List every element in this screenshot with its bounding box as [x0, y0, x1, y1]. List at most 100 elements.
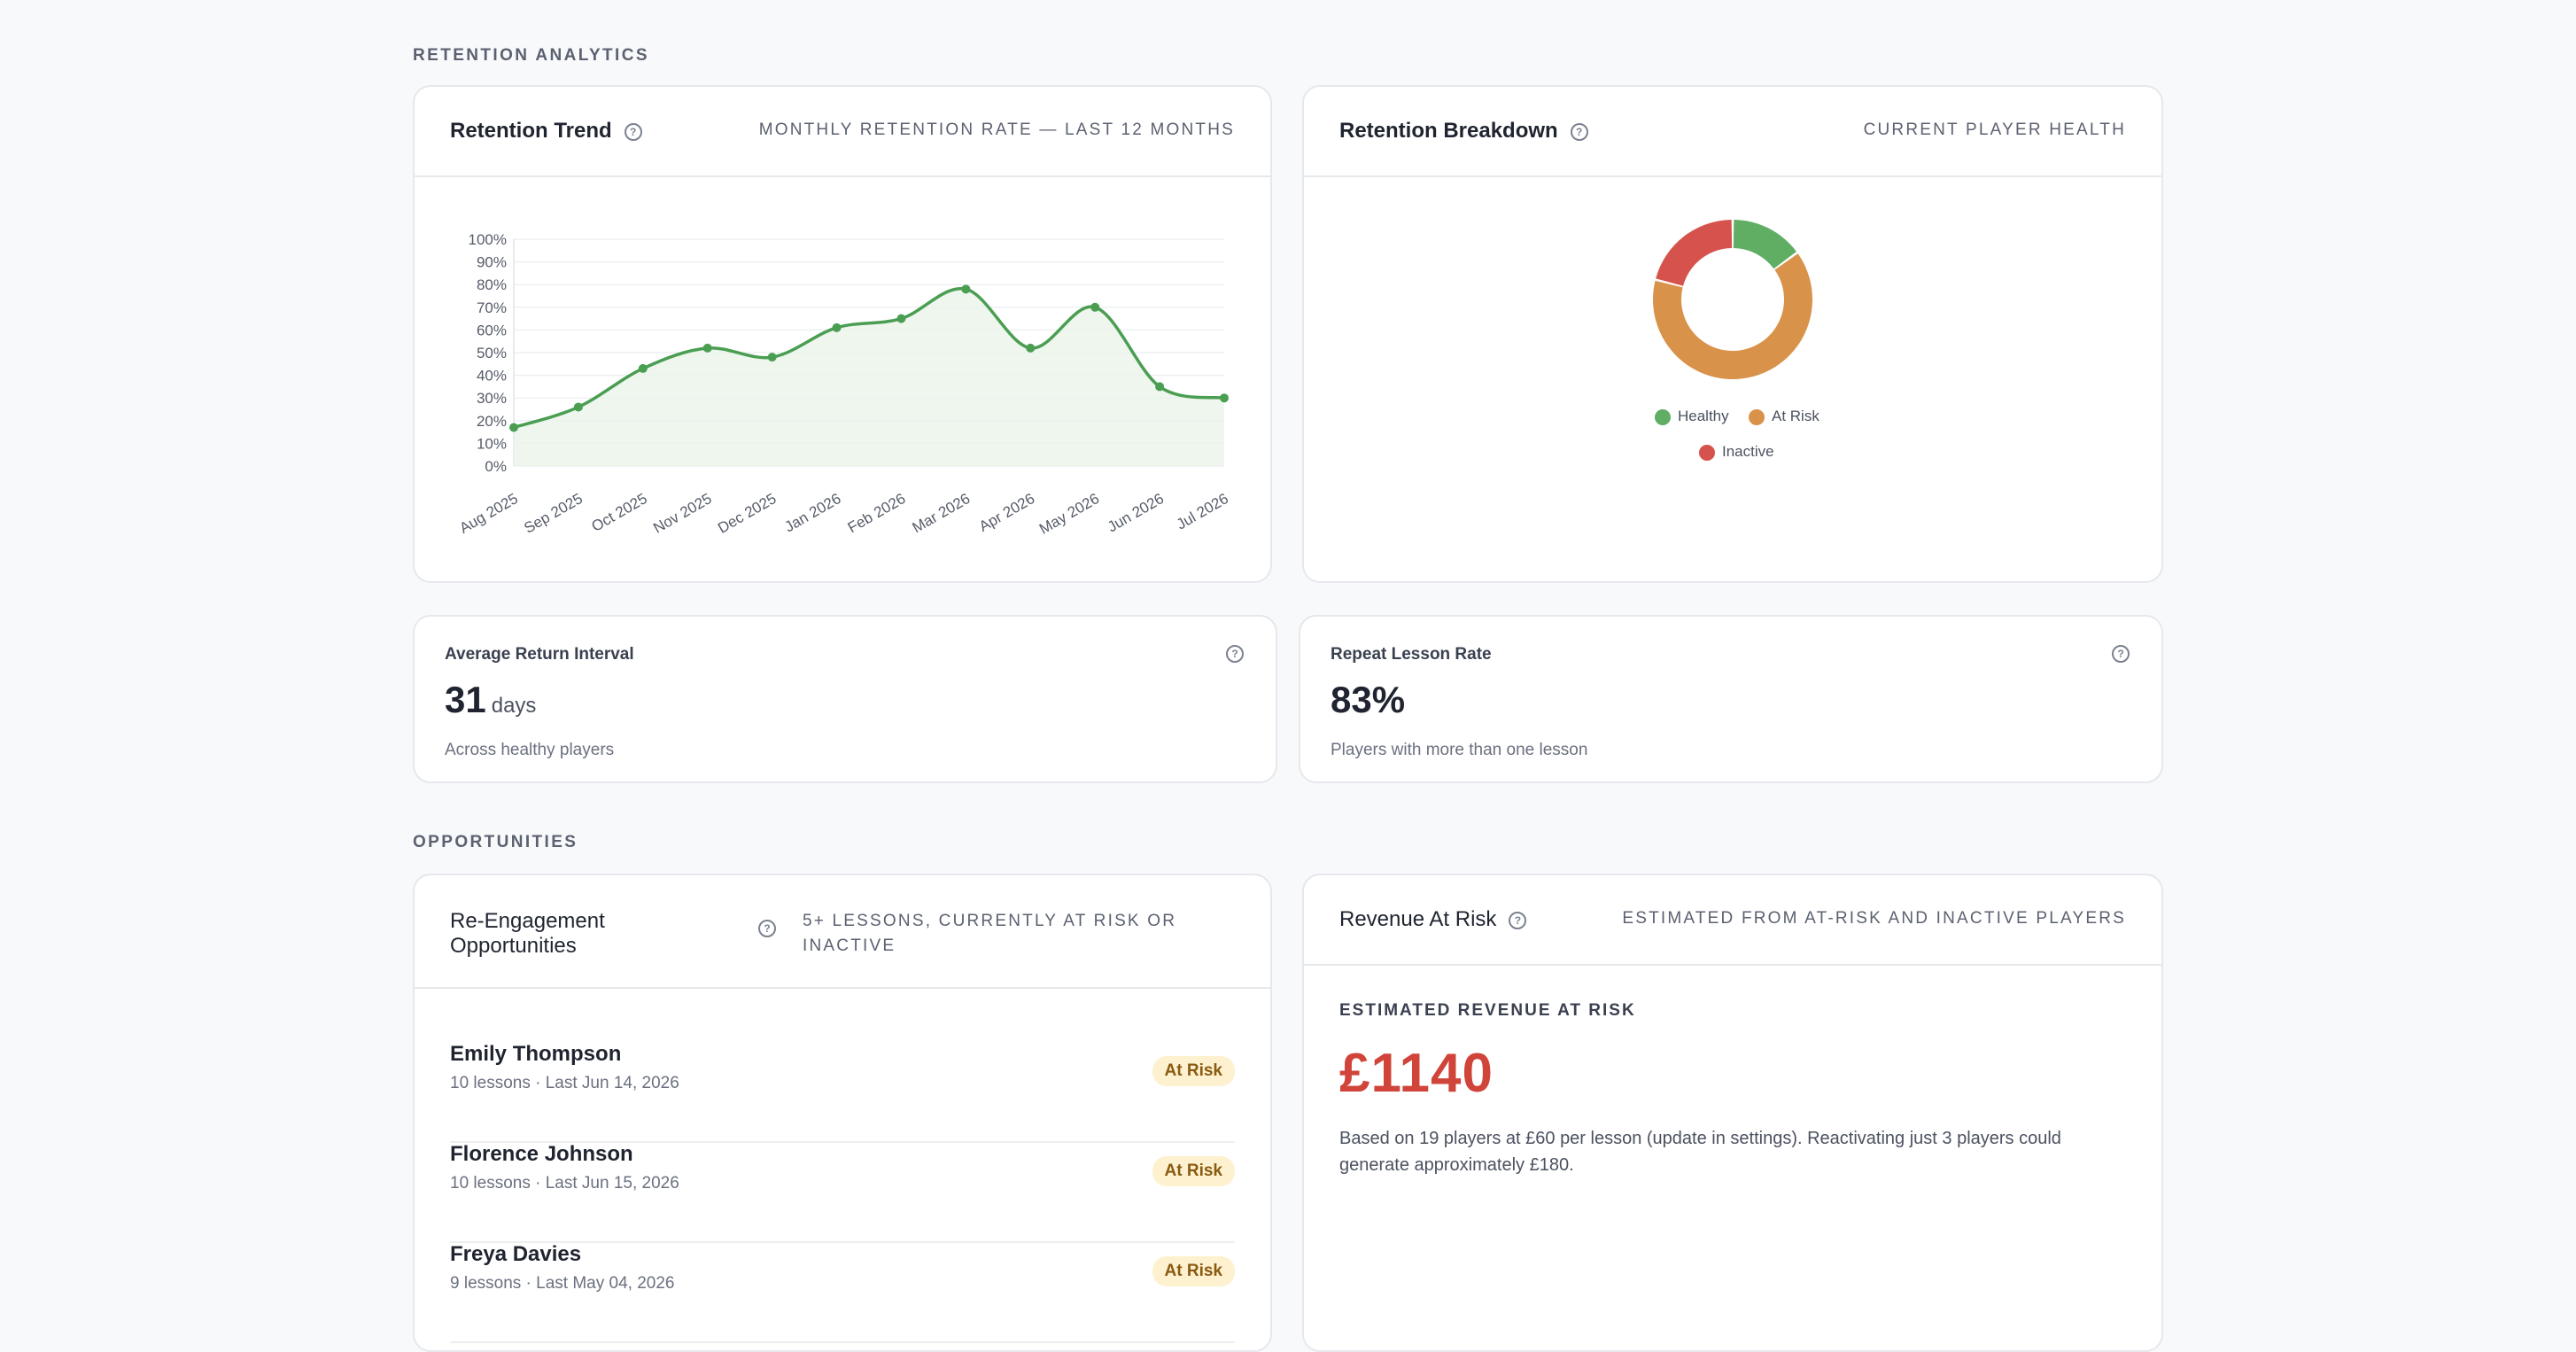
series-area: [514, 289, 1224, 466]
revenue-at-risk-card: Revenue At Risk? ESTIMATED FROM AT-RISK …: [1302, 874, 2163, 1352]
revenue-value: £1140: [1339, 1042, 1494, 1105]
x-tick-label: Aug 2025: [456, 490, 521, 537]
status-badge: At Risk: [1152, 1256, 1235, 1286]
x-tick-label: Mar 2026: [910, 490, 974, 536]
y-tick-label: 40%: [477, 368, 507, 385]
legend-item-inactive[interactable]: Inactive: [1699, 443, 1774, 461]
card-subtitle: ESTIMATED FROM AT-RISK AND INACTIVE PLAY…: [1622, 909, 2126, 929]
metric-help: ?: [1226, 645, 1244, 663]
y-tick-label: 60%: [477, 322, 507, 338]
data-point: [896, 315, 905, 323]
metric-value: 83%: [1331, 679, 1405, 721]
repeat-lesson-rate-card: Repeat Lesson Rate ? 83% Players with mo…: [1299, 615, 2163, 783]
avg-return-interval-card: Average Return Interval ? 31 days Across …: [413, 615, 1277, 783]
data-point: [768, 353, 777, 361]
card-header: Retention Breakdown? CURRENT PLAYER HEAL…: [1304, 87, 2161, 177]
player-name: Freya Davies: [450, 1242, 581, 1267]
y-tick-label: 0%: [485, 458, 507, 475]
revenue-description: Based on 19 players at £60 per lesson (u…: [1339, 1125, 2119, 1178]
section-title-opportunities: OPPORTUNITIES: [413, 833, 578, 852]
status-badge: At Risk: [1152, 1156, 1235, 1186]
card-header: Re-Engagement Opportunities ? 5+ LESSONS…: [415, 875, 1270, 989]
retention-breakdown-title: Retention Breakdown: [1339, 119, 1558, 143]
legend-label: At Risk: [1772, 408, 1819, 424]
metric-caption: Across healthy players: [445, 741, 614, 760]
y-tick-label: 20%: [477, 413, 507, 430]
retention-breakdown-card: Retention Breakdown? CURRENT PLAYER HEAL…: [1302, 85, 2163, 583]
help-icon[interactable]: ?: [1571, 123, 1588, 141]
help-icon[interactable]: ?: [1509, 912, 1526, 929]
x-tick-label: Jul 2026: [1174, 490, 1231, 533]
donut-legend: Healthy At Risk Inactive: [1304, 408, 2161, 478]
metric-label: Repeat Lesson Rate: [1331, 645, 1492, 664]
data-point: [961, 284, 970, 293]
y-tick-label: 80%: [477, 276, 507, 293]
data-point: [574, 402, 583, 411]
player-meta: 10 lessons · Last Jun 14, 2026: [450, 1074, 679, 1093]
data-point: [833, 323, 842, 332]
metric-number: 83%: [1331, 679, 1405, 720]
x-tick-label: Jan 2026: [781, 490, 843, 535]
y-tick-label: 30%: [477, 390, 507, 407]
card-title: Re-Engagement Opportunities: [450, 909, 716, 959]
retention-trend-title: Retention Trend: [450, 119, 612, 143]
card-subtitle: MONTHLY RETENTION RATE — LAST 12 MONTHS: [759, 120, 1235, 140]
y-tick-label: 70%: [477, 299, 507, 316]
legend-label: Healthy: [1678, 408, 1729, 424]
reengagement-card: Re-Engagement Opportunities ? 5+ LESSONS…: [413, 874, 1272, 1352]
data-point: [1026, 344, 1035, 353]
data-point: [639, 364, 648, 373]
y-tick-label: 100%: [469, 231, 507, 248]
player-name: Florence Johnson: [450, 1142, 633, 1167]
card-header: Revenue At Risk? ESTIMATED FROM AT-RISK …: [1304, 875, 2161, 966]
x-tick-label: Oct 2025: [589, 490, 650, 535]
legend-item-healthy[interactable]: Healthy: [1655, 408, 1729, 425]
metric-number: 31: [445, 679, 486, 720]
legend-dot: [1749, 409, 1765, 425]
x-tick-label: Nov 2025: [650, 490, 715, 537]
status-badge: At Risk: [1152, 1056, 1235, 1086]
list-item[interactable]: Florence Johnson 10 lessons · Last Jun 1…: [450, 1142, 1235, 1243]
legend-item-at-risk[interactable]: At Risk: [1749, 408, 1819, 425]
x-tick-label: May 2026: [1036, 490, 1102, 538]
revenue-label: ESTIMATED REVENUE AT RISK: [1339, 1001, 1636, 1021]
help-icon[interactable]: ?: [758, 920, 776, 937]
x-tick-label: Dec 2025: [715, 490, 780, 537]
data-point: [1090, 303, 1099, 312]
help-icon[interactable]: ?: [2112, 645, 2130, 663]
section-title-retention: RETENTION ANALYTICS: [413, 46, 649, 66]
y-tick-label: 50%: [477, 345, 507, 361]
list-item[interactable]: Freya Davies 9 lessons · Last May 04, 20…: [450, 1242, 1235, 1343]
y-tick-label: 90%: [477, 254, 507, 271]
help-icon[interactable]: ?: [625, 123, 642, 141]
metric-help: ?: [2112, 645, 2130, 663]
revenue-title: Revenue At Risk: [1339, 907, 1496, 931]
card-subtitle: 5+ LESSONS, CURRENTLY AT RISK OR INACTIV…: [803, 909, 1192, 959]
x-tick-label: Sep 2025: [521, 490, 586, 537]
x-tick-label: Jun 2026: [1105, 490, 1167, 535]
x-tick-label: Feb 2026: [845, 490, 909, 536]
data-point: [703, 344, 712, 353]
help-wrap: ?: [758, 920, 776, 937]
metric-label: Average Return Interval: [445, 645, 634, 664]
card-title: Revenue At Risk?: [1339, 907, 1526, 932]
player-name: Emily Thompson: [450, 1042, 621, 1067]
player-meta: 9 lessons · Last May 04, 2026: [450, 1274, 674, 1294]
metric-unit: days: [492, 694, 537, 718]
retention-trend-chart: 0% 10% 20% 30% 40% 50% 60% 70% 80% 90% 100% Aug 202…: [415, 177, 1270, 581]
data-point: [1155, 382, 1164, 391]
retention-trend-card: Retention Trend? MONTHLY RETENTION RATE …: [413, 85, 1272, 583]
help-icon[interactable]: ?: [1226, 645, 1244, 663]
legend-dot: [1699, 445, 1715, 461]
metric-value: 31 days: [445, 679, 536, 721]
list-item[interactable]: Emily Thompson 10 lessons · Last Jun 14,…: [450, 1042, 1235, 1143]
data-point: [1220, 393, 1229, 402]
card-header: Retention Trend? MONTHLY RETENTION RATE …: [415, 87, 1270, 177]
card-subtitle: CURRENT PLAYER HEALTH: [1864, 120, 2126, 140]
card-title: Retention Breakdown?: [1339, 119, 1588, 144]
metric-caption: Players with more than one lesson: [1331, 741, 1587, 760]
y-tick-label: 10%: [477, 435, 507, 452]
x-tick-label: Apr 2026: [976, 490, 1037, 535]
legend-dot: [1655, 409, 1671, 425]
retention-donut-chart: [1304, 220, 2161, 397]
